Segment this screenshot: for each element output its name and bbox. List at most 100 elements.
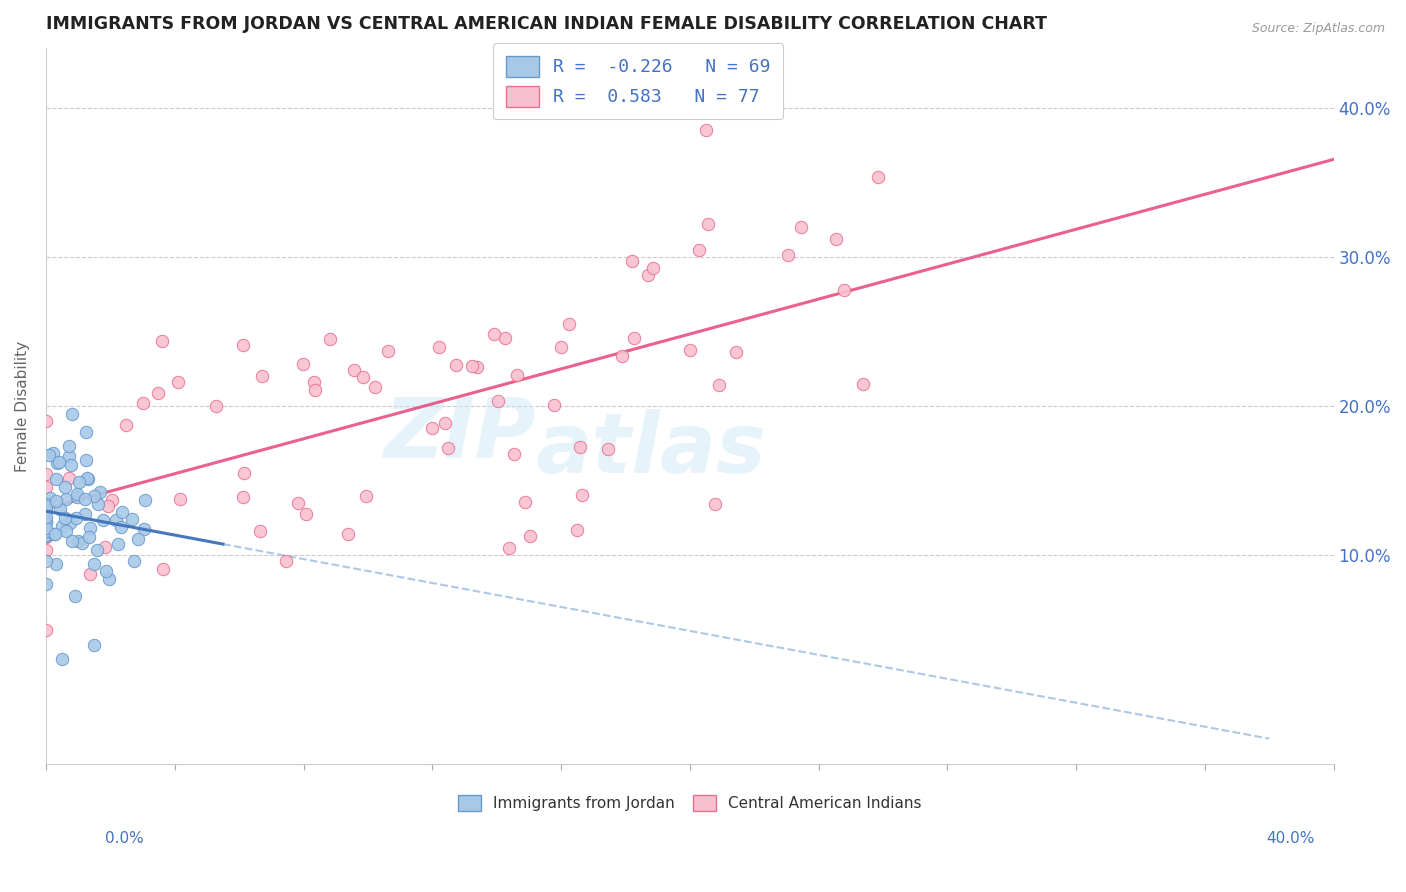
- Point: [35, 543, 58, 558]
- Point: [107, 537, 129, 551]
- Point: [35, 530, 58, 544]
- Point: [35, 515, 58, 529]
- Point: [35, 524, 58, 538]
- Point: [45, 557, 67, 571]
- Point: [35, 522, 58, 536]
- Point: [318, 332, 340, 346]
- Y-axis label: Female Disability: Female Disability: [15, 341, 30, 472]
- Point: [35, 503, 58, 517]
- Point: [122, 553, 145, 567]
- Point: [377, 343, 399, 358]
- Point: [66, 490, 89, 504]
- Text: IMMIGRANTS FROM JORDAN VS CENTRAL AMERICAN INDIAN FEMALE DISABILITY CORRELATION : IMMIGRANTS FROM JORDAN VS CENTRAL AMERIC…: [46, 15, 1047, 33]
- Point: [94, 564, 117, 578]
- Point: [58, 449, 80, 463]
- Point: [38, 448, 60, 462]
- Point: [304, 383, 326, 397]
- Point: [150, 334, 173, 348]
- Point: [292, 357, 315, 371]
- Point: [465, 359, 488, 374]
- Point: [51, 652, 73, 666]
- Point: [51, 519, 73, 533]
- Point: [35, 467, 58, 481]
- Point: [612, 349, 634, 363]
- Point: [704, 497, 727, 511]
- Point: [59, 516, 82, 531]
- Point: [513, 495, 536, 509]
- Point: [87, 497, 110, 511]
- Text: ZIP: ZIP: [382, 394, 536, 475]
- Point: [688, 243, 710, 257]
- Point: [60, 534, 83, 549]
- Point: [44, 526, 66, 541]
- Point: [437, 442, 460, 456]
- Point: [70, 536, 93, 550]
- Point: [94, 541, 117, 555]
- Point: [232, 337, 254, 351]
- Point: [679, 343, 702, 357]
- Point: [55, 492, 77, 507]
- Point: [596, 442, 619, 457]
- Point: [232, 490, 254, 504]
- Point: [494, 331, 516, 345]
- Point: [48, 455, 70, 469]
- Point: [558, 318, 581, 332]
- Point: [89, 485, 111, 500]
- Point: [868, 170, 890, 185]
- Point: [249, 524, 271, 538]
- Point: [55, 480, 77, 494]
- Point: [498, 541, 520, 556]
- Point: [75, 507, 97, 521]
- Point: [776, 247, 799, 261]
- Point: [571, 488, 593, 502]
- Point: [58, 471, 80, 485]
- Point: [83, 557, 105, 571]
- Point: [35, 623, 58, 637]
- Point: [825, 232, 848, 246]
- Point: [66, 487, 89, 501]
- Point: [252, 368, 274, 383]
- Point: [91, 512, 114, 526]
- Point: [152, 562, 174, 576]
- Text: 40.0%: 40.0%: [1267, 831, 1315, 846]
- Point: [167, 375, 190, 389]
- Point: [434, 416, 457, 430]
- Point: [35, 499, 58, 513]
- Point: [75, 425, 97, 440]
- Point: [336, 527, 359, 541]
- Point: [67, 534, 90, 549]
- Point: [45, 493, 67, 508]
- Point: [127, 533, 149, 547]
- Point: [55, 524, 77, 539]
- Point: [75, 492, 97, 507]
- Point: [356, 489, 378, 503]
- Point: [97, 572, 120, 586]
- Point: [304, 375, 326, 389]
- Point: [42, 526, 65, 541]
- Point: [832, 283, 855, 297]
- Point: [79, 521, 101, 535]
- Point: [110, 520, 132, 534]
- Point: [59, 458, 82, 472]
- Point: [567, 523, 589, 537]
- Point: [101, 493, 124, 508]
- Point: [45, 456, 67, 470]
- Point: [83, 638, 105, 652]
- Point: [697, 217, 720, 231]
- Point: [114, 417, 136, 432]
- Point: [427, 340, 450, 354]
- Point: [48, 501, 70, 516]
- Point: [623, 331, 645, 345]
- Point: [131, 396, 153, 410]
- Point: [60, 407, 83, 421]
- Point: [42, 445, 65, 459]
- Point: [35, 413, 58, 427]
- Point: [35, 527, 58, 541]
- Point: [287, 496, 309, 510]
- Point: [65, 589, 87, 603]
- Point: [503, 447, 526, 461]
- Point: [35, 514, 58, 528]
- Point: [97, 500, 120, 514]
- Point: [444, 358, 467, 372]
- Point: [420, 421, 443, 435]
